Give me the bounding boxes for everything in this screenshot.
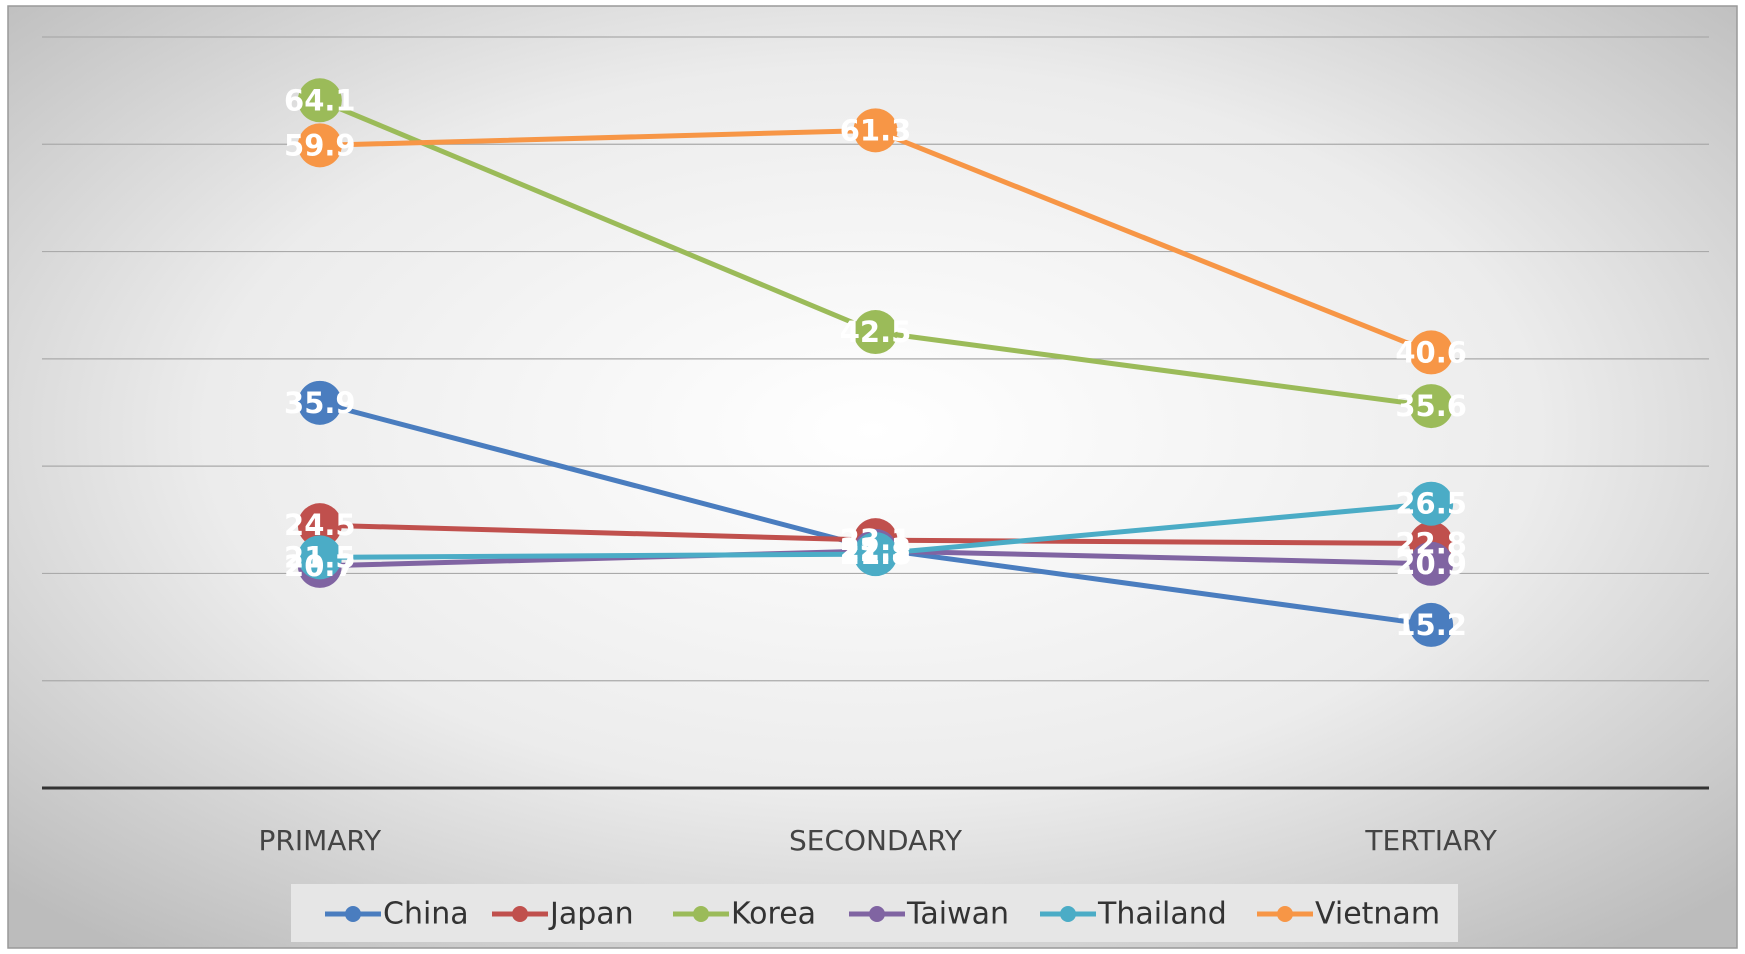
data-label: 26.5 bbox=[1395, 487, 1467, 521]
legend-label: Japan bbox=[548, 897, 634, 932]
data-label: 20.9 bbox=[1395, 547, 1467, 581]
data-label: 23.1 bbox=[840, 523, 912, 557]
data-label: 42.5 bbox=[840, 315, 912, 349]
data-label: 21.5 bbox=[284, 540, 356, 574]
legend-marker bbox=[1060, 906, 1076, 922]
marker bbox=[297, 535, 342, 580]
x-tick-label: SECONDARY bbox=[789, 824, 963, 857]
data-label: 40.6 bbox=[1395, 335, 1467, 369]
marker bbox=[1409, 602, 1454, 647]
x-tick-label: TERTIARY bbox=[1364, 824, 1497, 857]
legend-label: Taiwan bbox=[906, 897, 1009, 932]
marker bbox=[1409, 330, 1454, 375]
marker bbox=[297, 503, 342, 548]
marker bbox=[853, 532, 898, 577]
data-label: 21.8 bbox=[840, 537, 912, 571]
legend-marker bbox=[693, 906, 709, 922]
chart-background bbox=[7, 5, 1738, 949]
marker bbox=[853, 310, 898, 355]
marker bbox=[297, 78, 342, 123]
legend-marker bbox=[1277, 906, 1293, 922]
marker bbox=[1409, 541, 1454, 586]
legend-label: Thailand bbox=[1097, 897, 1227, 932]
legend-label: China bbox=[383, 897, 469, 932]
legend-label: Korea bbox=[731, 897, 816, 932]
legend-marker bbox=[345, 906, 361, 922]
legend-marker bbox=[869, 906, 885, 922]
data-label: 35.9 bbox=[284, 386, 356, 420]
data-label: 22.8 bbox=[1395, 526, 1467, 560]
data-label: 20.7 bbox=[284, 549, 356, 583]
data-label: 35.6 bbox=[1395, 389, 1467, 423]
data-label: 59.9 bbox=[284, 128, 356, 162]
data-label: 64.1 bbox=[284, 83, 356, 117]
marker bbox=[297, 380, 342, 425]
data-label: 24.5 bbox=[284, 508, 356, 542]
marker bbox=[853, 108, 898, 153]
marker bbox=[1409, 384, 1454, 429]
data-label: 61.3 bbox=[840, 113, 912, 147]
marker bbox=[297, 123, 342, 168]
marker bbox=[1409, 481, 1454, 526]
legend-marker bbox=[512, 906, 528, 922]
data-label: 15.2 bbox=[1395, 608, 1467, 642]
x-tick-label: PRIMARY bbox=[258, 824, 382, 857]
data-label: 22.3 bbox=[840, 532, 912, 566]
data-label: 22.1 bbox=[840, 534, 912, 568]
legend-label: Vietnam bbox=[1315, 897, 1440, 932]
